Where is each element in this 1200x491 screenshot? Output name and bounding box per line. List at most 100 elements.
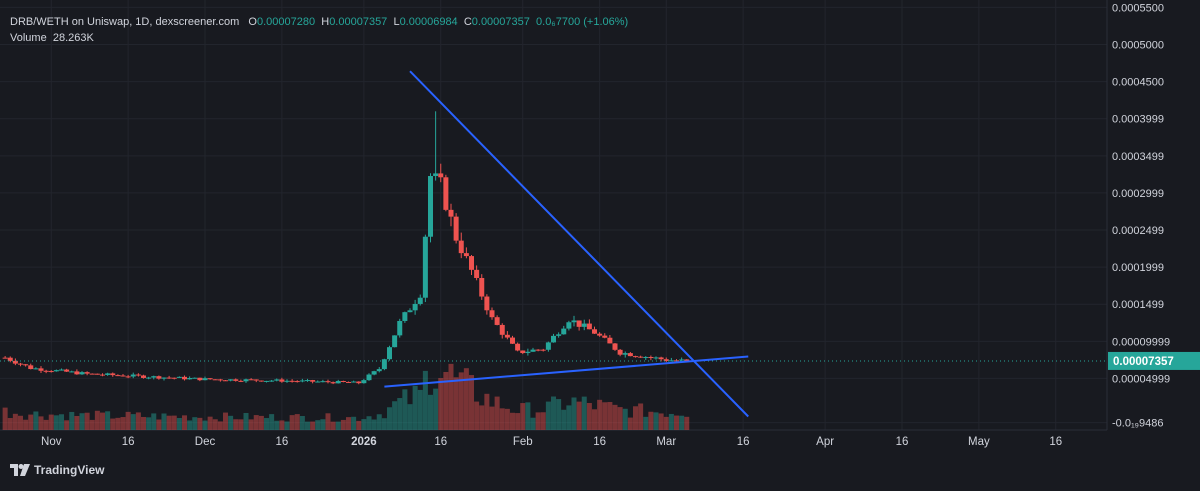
volume-bar: [264, 418, 269, 430]
x-tick-label: 16: [593, 436, 606, 448]
candle-body: [264, 380, 269, 382]
candle-body: [576, 320, 582, 327]
volume-bar: [84, 412, 90, 430]
volume-bar: [79, 413, 85, 430]
volume-bar: [581, 396, 587, 430]
candle-body: [540, 349, 546, 351]
volume-bar: [381, 418, 387, 430]
candle-body: [479, 277, 485, 297]
candle-body: [602, 335, 608, 338]
candle-body: [448, 209, 454, 217]
candle-body: [330, 382, 336, 384]
candle-body: [192, 377, 198, 379]
y-tick-label: 0.00009999: [1112, 336, 1170, 348]
candle-body: [340, 380, 346, 382]
volume-bar: [320, 419, 326, 430]
volume-bar: [171, 415, 177, 430]
candle-body: [166, 377, 172, 379]
volume-bar: [684, 416, 690, 430]
candle-body: [684, 359, 690, 361]
volume-bar: [161, 413, 167, 430]
candle-body: [535, 349, 541, 351]
volume-bar: [23, 419, 29, 430]
candle-body: [279, 379, 285, 382]
volume-bar: [48, 414, 54, 430]
volume-bar: [397, 398, 403, 430]
volume-legend: Volume 28.263K: [10, 32, 94, 44]
candle-body: [258, 380, 264, 382]
y-tick-label: 0.0005500: [1112, 2, 1164, 14]
volume-bar: [540, 412, 546, 430]
candle-body: [469, 256, 474, 270]
x-tick-label: 16: [896, 436, 909, 448]
volume-bar: [556, 399, 562, 430]
y-tick-label: 0.0003999: [1112, 114, 1164, 126]
volume-bar: [674, 415, 679, 430]
candle-body: [633, 356, 638, 358]
volume-bar: [12, 413, 18, 430]
volume-bar: [340, 419, 346, 430]
tradingview-brand[interactable]: TradingView: [10, 463, 104, 477]
candle-body: [315, 381, 321, 383]
volume-bar: [479, 405, 485, 430]
x-tick-label: 16: [1049, 436, 1062, 448]
x-tick-label: 16: [737, 436, 750, 448]
candle-body: [412, 303, 418, 311]
candle-body: [571, 320, 577, 323]
candle-body: [417, 297, 423, 304]
candle-body: [161, 377, 167, 379]
volume-bar: [545, 401, 551, 430]
candle-body: [392, 335, 398, 348]
volume-bar: [387, 407, 392, 430]
y-tick-label: 0.00004999: [1112, 373, 1170, 385]
candle-body: [79, 372, 85, 375]
candle-body: [422, 236, 428, 298]
high-label: H: [321, 16, 330, 28]
y-tick-label: 0.0004500: [1112, 77, 1164, 89]
candle-body: [561, 328, 567, 335]
candle-body: [233, 379, 239, 381]
candle-body: [48, 371, 54, 373]
volume-bar: [207, 416, 213, 430]
candle-body: [238, 380, 244, 382]
candle-body: [33, 368, 39, 370]
volume-bar: [325, 413, 331, 430]
trendline-upper: [409, 70, 749, 418]
volume-bar: [243, 412, 249, 430]
volume-bar: [69, 411, 75, 430]
volume-bar: [458, 372, 464, 430]
volume-bar: [110, 418, 116, 430]
low-value: 0.00006984: [399, 16, 458, 28]
candle-body: [525, 351, 531, 354]
volume-bar: [622, 408, 628, 430]
volume-bar: [571, 397, 577, 430]
x-tick-label: Apr: [816, 436, 834, 448]
candle-body: [566, 322, 572, 329]
candle-body: [202, 378, 208, 381]
volume-bar: [407, 404, 413, 430]
volume-bar: [463, 368, 469, 430]
volume-bar: [248, 419, 254, 430]
volume-bar: [279, 420, 285, 430]
volume-bar: [2, 407, 8, 430]
candle-body: [156, 376, 162, 379]
volume-bar: [238, 419, 244, 430]
candle-body: [592, 329, 597, 334]
candle-body: [638, 356, 644, 358]
candle-body: [474, 269, 480, 278]
volume-bar: [643, 416, 649, 430]
candle-body: [243, 379, 249, 382]
candle-body: [176, 376, 182, 378]
volume-bar: [310, 421, 316, 430]
candle-body: [346, 381, 351, 383]
candle-body: [130, 374, 136, 377]
candle-body: [520, 350, 526, 354]
candle-body: [433, 173, 439, 177]
candle-body: [120, 375, 126, 377]
candle-body: [59, 369, 64, 371]
volume-bar: [561, 409, 567, 430]
y-tick-label: 0.0003499: [1112, 151, 1164, 163]
volume-bar: [648, 411, 654, 430]
